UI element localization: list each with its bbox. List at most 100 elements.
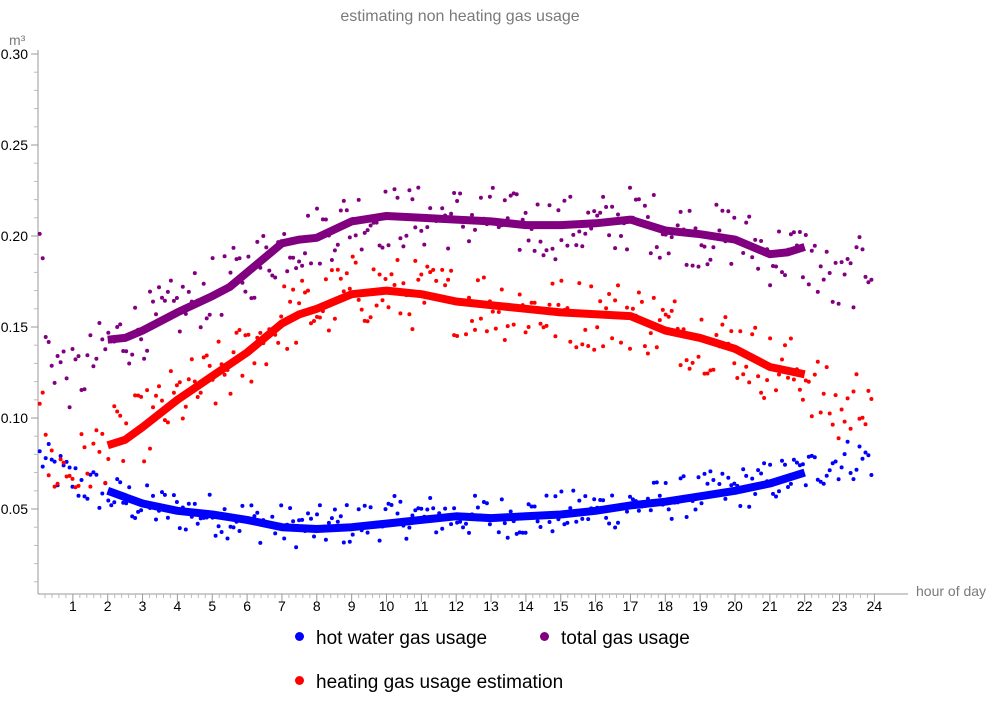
- data-point: [696, 264, 701, 269]
- data-point: [186, 377, 191, 382]
- data-point: [154, 393, 158, 398]
- data-point: [237, 529, 242, 533]
- data-point: [228, 270, 233, 275]
- data-point: [410, 197, 415, 202]
- data-point: [508, 509, 513, 514]
- data-point: [446, 246, 451, 251]
- data-point: [395, 511, 400, 516]
- data-point: [690, 263, 695, 268]
- data-point: [756, 374, 761, 379]
- data-point: [604, 515, 609, 520]
- data-point: [511, 191, 516, 196]
- data-point: [395, 258, 400, 262]
- data-point: [827, 411, 832, 416]
- data-point: [249, 296, 254, 301]
- legend-marker-heating: [295, 676, 304, 686]
- data-point: [702, 471, 707, 476]
- data-point: [419, 228, 424, 233]
- data-point: [133, 393, 138, 398]
- data-point: [410, 327, 415, 332]
- data-point: [282, 536, 287, 541]
- data-point: [863, 450, 868, 455]
- data-point: [449, 522, 454, 527]
- data-point: [559, 278, 564, 283]
- data-point: [613, 525, 618, 530]
- data-point: [142, 356, 147, 361]
- data-point: [285, 269, 290, 274]
- data-point: [678, 476, 683, 481]
- data-point: [43, 335, 48, 339]
- data-point: [157, 384, 161, 389]
- data-point: [613, 298, 618, 303]
- data-point: [821, 481, 826, 486]
- data-point: [82, 445, 87, 450]
- data-point: [577, 498, 582, 503]
- x-tick-label: 22: [797, 598, 813, 614]
- data-point: [136, 509, 141, 514]
- data-point: [359, 247, 364, 252]
- data-point: [774, 264, 778, 269]
- data-point: [127, 361, 132, 366]
- data-point: [309, 321, 313, 326]
- data-point: [195, 521, 200, 526]
- data-point: [204, 316, 209, 321]
- data-point: [270, 273, 275, 278]
- data-point: [797, 387, 802, 392]
- data-point: [562, 522, 567, 527]
- data-point: [672, 299, 677, 304]
- data-point: [502, 338, 507, 342]
- data-point: [440, 526, 445, 531]
- data-point: [547, 520, 552, 524]
- data-point: [842, 452, 847, 457]
- data-point: [663, 481, 668, 485]
- data-point: [216, 339, 221, 344]
- data-point: [443, 283, 448, 288]
- data-point: [103, 347, 108, 352]
- data-point: [565, 243, 570, 248]
- data-point: [416, 185, 421, 190]
- data-point: [231, 525, 236, 530]
- data-point: [869, 277, 874, 282]
- data-point: [297, 301, 302, 306]
- data-point: [168, 369, 173, 374]
- data-point: [160, 490, 164, 495]
- data-point: [577, 281, 582, 286]
- data-point: [568, 339, 573, 344]
- data-point: [177, 380, 182, 385]
- data-point: [461, 525, 465, 530]
- data-point: [657, 493, 662, 498]
- data-point: [845, 439, 850, 444]
- data-point: [541, 325, 546, 330]
- data-point: [204, 353, 209, 358]
- data-point: [839, 260, 844, 265]
- data-point: [219, 312, 224, 317]
- data-point: [234, 257, 239, 262]
- data-point: [392, 187, 397, 192]
- data-point: [800, 397, 805, 402]
- data-point: [473, 227, 477, 232]
- data-point: [154, 312, 158, 317]
- data-point: [323, 277, 328, 282]
- data-point: [747, 214, 752, 219]
- data-point: [771, 264, 775, 268]
- data-point: [198, 325, 203, 330]
- data-point: [857, 235, 862, 240]
- data-point: [583, 327, 588, 332]
- data-point: [300, 263, 305, 268]
- data-point: [455, 199, 460, 203]
- data-point: [297, 518, 302, 523]
- x-tick-label: 24: [867, 598, 883, 614]
- data-point: [312, 319, 316, 323]
- data-point: [851, 305, 856, 310]
- data-point: [294, 340, 299, 345]
- data-point: [800, 462, 805, 467]
- data-point: [559, 489, 564, 494]
- data-point: [115, 325, 120, 329]
- x-tick-label: 2: [104, 598, 112, 614]
- data-point: [568, 194, 573, 199]
- x-tick-label: 12: [448, 598, 464, 614]
- data-point: [586, 344, 591, 348]
- data-point: [693, 226, 698, 231]
- trend-line: [106, 286, 806, 450]
- data-point: [88, 472, 93, 477]
